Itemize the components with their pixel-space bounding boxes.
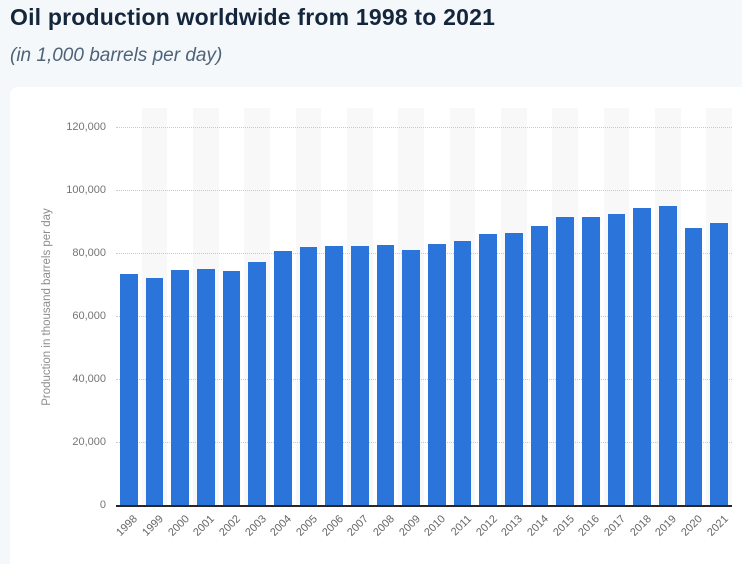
x-tick-label-2017: 2017 (602, 513, 628, 539)
y-tick-label-80000: 80,000 (72, 247, 106, 259)
bar-2007[interactable] (351, 246, 369, 506)
bar-2001[interactable] (197, 269, 215, 506)
x-tick-label-2008: 2008 (371, 513, 397, 539)
chart-card: Production in thousand barrels per day 0… (10, 87, 742, 564)
x-tick-label-2016: 2016 (576, 513, 603, 539)
gridline-80000 (116, 253, 732, 254)
x-tick-label-2018: 2018 (627, 513, 654, 539)
gridline-60000 (116, 316, 732, 317)
x-tick-label-2010: 2010 (422, 513, 449, 539)
x-tick-label-2012: 2012 (473, 513, 500, 539)
gridline-100000 (116, 190, 732, 191)
bar-2014[interactable] (530, 226, 549, 506)
y-tick-label-0: 0 (99, 499, 106, 511)
x-axis-baseline (116, 505, 732, 507)
bar-2019[interactable] (659, 206, 677, 506)
page-subtitle: (in 1,000 barrels per day) (10, 45, 223, 66)
x-tick-label-2006: 2006 (319, 513, 346, 539)
x-tick-label-2013: 2013 (499, 513, 526, 539)
plot-area: Production in thousand barrels per day 0… (41, 108, 732, 539)
x-tick-label-2020: 2020 (679, 513, 705, 539)
page-title: Oil production worldwide from 1998 to 20… (10, 4, 496, 30)
y-tick-label-40000: 40,000 (72, 373, 106, 385)
bar-1999[interactable] (145, 278, 164, 506)
bar-2021[interactable] (710, 222, 728, 506)
bar-2012[interactable] (479, 234, 497, 506)
gridline-40000 (116, 379, 732, 380)
y-tick-label-120000: 120,000 (66, 121, 106, 133)
x-tick-label-2011: 2011 (448, 513, 474, 539)
x-tick-label-2019: 2019 (653, 513, 680, 539)
bar-2003[interactable] (248, 261, 266, 506)
bar-2008[interactable] (376, 244, 395, 506)
bar-2006[interactable] (325, 245, 343, 506)
x-tick-label-2003: 2003 (242, 513, 269, 539)
y-tick-label-100000: 100,000 (66, 184, 106, 196)
x-tick-label-2009: 2009 (396, 513, 423, 539)
y-tick-label-60000: 60,000 (72, 310, 106, 322)
x-tick-label-2015: 2015 (550, 513, 577, 539)
x-tick-label-2005: 2005 (294, 513, 320, 539)
bar-2015[interactable] (556, 217, 574, 506)
bar-2009[interactable] (402, 249, 420, 506)
x-tick-label-2000: 2000 (165, 513, 192, 539)
bar-2011[interactable] (453, 241, 472, 506)
x-tick-label-2007: 2007 (345, 513, 372, 539)
bar-2017[interactable] (607, 214, 626, 506)
bar-2016[interactable] (582, 216, 600, 506)
x-tick-label-1999: 1999 (140, 513, 166, 539)
bar-2004[interactable] (274, 250, 292, 506)
bar-1998[interactable] (120, 274, 138, 506)
x-tick-label-2014: 2014 (525, 513, 551, 539)
bar-2010[interactable] (428, 243, 446, 506)
y-tick-label-20000: 20,000 (72, 436, 106, 448)
gridline-120000 (116, 127, 732, 128)
x-tick-label-1998: 1998 (114, 513, 141, 539)
bar-2002[interactable] (222, 271, 241, 506)
x-tick-label-2004: 2004 (268, 513, 295, 539)
x-tick-label-2001: 2001 (191, 513, 218, 539)
bar-2000[interactable] (171, 269, 189, 506)
bar-2013[interactable] (505, 233, 523, 506)
bar-2020[interactable] (684, 227, 703, 506)
gridline-20000 (116, 442, 732, 443)
x-tick-label-2021: 2021 (704, 513, 731, 539)
bar-2018[interactable] (633, 207, 651, 506)
bar-2005[interactable] (299, 247, 318, 506)
x-tick-label-2002: 2002 (217, 513, 243, 539)
